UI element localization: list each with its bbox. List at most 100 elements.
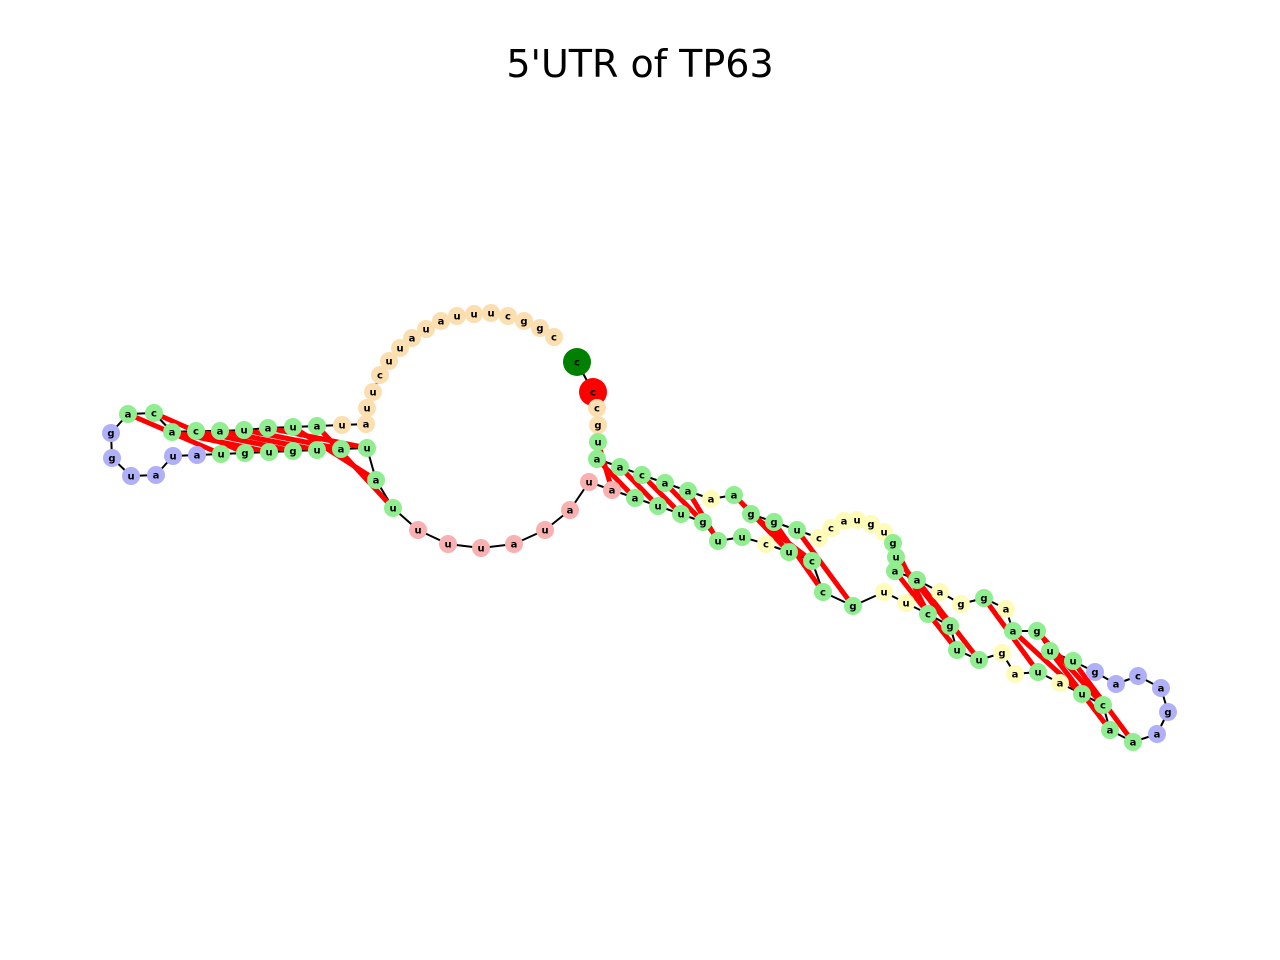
nucleotide-stem: a	[259, 419, 277, 437]
nucleotide-circle	[672, 505, 690, 523]
nucleotide-stem: a	[1004, 622, 1022, 640]
nucleotide-circle	[1051, 674, 1069, 692]
nucleotide-label: u	[880, 528, 887, 539]
nucleotide-circle	[1129, 667, 1147, 685]
nucleotide-interior-loop: a	[835, 512, 853, 530]
nucleotide-circle	[875, 583, 893, 601]
nucleotide-stem: u	[780, 543, 798, 561]
nucleotide-circle	[187, 422, 205, 440]
nucleotide-stem: a	[908, 571, 926, 589]
nucleotide-label: u	[585, 478, 592, 489]
nucleotide-label: g	[1091, 668, 1098, 679]
nucleotide-stem: u	[887, 548, 905, 566]
nucleotide-hairpin-loop: g	[1086, 663, 1104, 681]
nucleotide-circle	[211, 422, 229, 440]
nucleotide-stem: u	[1073, 685, 1091, 703]
nucleotide-stem: c	[919, 605, 937, 623]
nucleotide-circle	[579, 378, 607, 406]
diagram-title: 5'UTR of TP63	[506, 42, 774, 86]
nucleotide-stem: a	[679, 482, 697, 500]
nucleotide-label: a	[594, 455, 601, 466]
nucleotide-label: g	[594, 421, 601, 432]
nucleotide-stem: a	[332, 440, 350, 458]
nucleotide-label: a	[708, 495, 715, 506]
nucleotide-label: a	[1010, 627, 1017, 638]
nucleotide-label: a	[567, 506, 574, 517]
nucleotide-exterior: u	[409, 521, 427, 539]
nucleotide-circle	[561, 501, 579, 519]
nucleotide-label: u	[738, 533, 745, 544]
nucleotide-label: u	[975, 656, 982, 667]
nucleotide-circle	[391, 339, 409, 357]
nucleotide-circle	[465, 305, 483, 323]
nucleotide-stem: g	[284, 442, 302, 460]
nucleotide-label: u	[369, 388, 376, 399]
nucleotide-label: g	[980, 594, 987, 605]
nucleotide-stem: a	[1124, 733, 1142, 751]
nucleotide-start-marker: c	[563, 348, 591, 376]
nucleotide-circle	[1094, 696, 1112, 714]
nucleotide-stem: u	[649, 497, 667, 515]
nucleotide-stem: a	[1101, 721, 1119, 739]
nucleotide-interior-loop: a	[997, 600, 1015, 618]
nucleotide-exterior: u	[536, 521, 554, 539]
nucleotide-multi-loop: c	[588, 399, 606, 417]
nucleotide-label: c	[828, 524, 834, 535]
nucleotide-stem: u	[284, 418, 302, 436]
nucleotide-circle	[1028, 622, 1046, 640]
nucleotide-circle	[1064, 652, 1082, 670]
nucleotide-label: a	[841, 517, 848, 528]
nucleotide-multi-loop: u	[333, 416, 351, 434]
nucleotide-circle	[332, 440, 350, 458]
nucleotide-label: c	[1135, 672, 1141, 683]
nucleotide-stem: a	[611, 458, 629, 476]
nucleotide-circle	[887, 548, 905, 566]
nucleotide-label: u	[892, 553, 899, 564]
nucleotide-label: u	[541, 526, 548, 537]
nucleotide-stem: c	[187, 422, 205, 440]
nucleotide-label: g	[241, 449, 248, 460]
nucleotide-stem: u	[589, 433, 607, 451]
nucleotide-label: a	[1158, 684, 1165, 695]
nucleotide-stem: c	[814, 583, 832, 601]
nucleotide-label: a	[892, 567, 899, 578]
nucleotide-circle	[1107, 675, 1125, 693]
nucleotide-label: a	[1154, 730, 1161, 741]
nucleotide-stem: c	[633, 466, 651, 484]
nucleotide-circle	[931, 583, 949, 601]
nucleotide-interior-loop: a	[702, 490, 720, 508]
nucleotide-label: u	[444, 540, 451, 551]
nucleotide-stem: g	[941, 617, 959, 635]
nucleotide-circle	[380, 352, 398, 370]
nucleotide-label: u	[240, 426, 247, 437]
nucleotide-circle	[1004, 622, 1022, 640]
nucleotide-label: u	[363, 444, 370, 455]
nucleotide-label: u	[785, 548, 792, 559]
nucleotide-circle	[742, 505, 760, 523]
nucleotide-stem: u	[235, 421, 253, 439]
nucleotide-circle	[284, 418, 302, 436]
nucleotide-label: a	[409, 334, 416, 345]
nucleotide-circle	[545, 328, 563, 346]
nucleotide-circle	[733, 528, 751, 546]
nucleotide-stem: a	[119, 405, 137, 423]
nucleotide-hairpin-loop: u	[122, 467, 140, 485]
nucleotide-stem: u	[788, 521, 806, 539]
nucleotide-interior-loop: u	[897, 594, 915, 612]
nucleotide-multi-loop: c	[499, 307, 517, 325]
nucleotide-label: a	[314, 422, 321, 433]
nucleotide-circle	[358, 439, 376, 457]
nucleotide-stem: c	[1094, 696, 1112, 714]
nucleotide-interior-loop: c	[810, 529, 828, 547]
nucleotide-stem: a	[626, 489, 644, 507]
nucleotide-stem: a	[163, 423, 181, 441]
nucleotide-label: a	[511, 540, 518, 551]
nucleotide-multi-loop: a	[432, 312, 450, 330]
nucleotide-label: u	[594, 438, 601, 449]
nucleotide-interior-loop: u	[848, 511, 866, 529]
nucleotide-circle	[357, 415, 375, 433]
nucleotide-circle	[788, 521, 806, 539]
nucleotide-circle	[308, 441, 326, 459]
nucleotide-label: g	[770, 518, 777, 529]
nucleotide-multi-loop: u	[380, 352, 398, 370]
